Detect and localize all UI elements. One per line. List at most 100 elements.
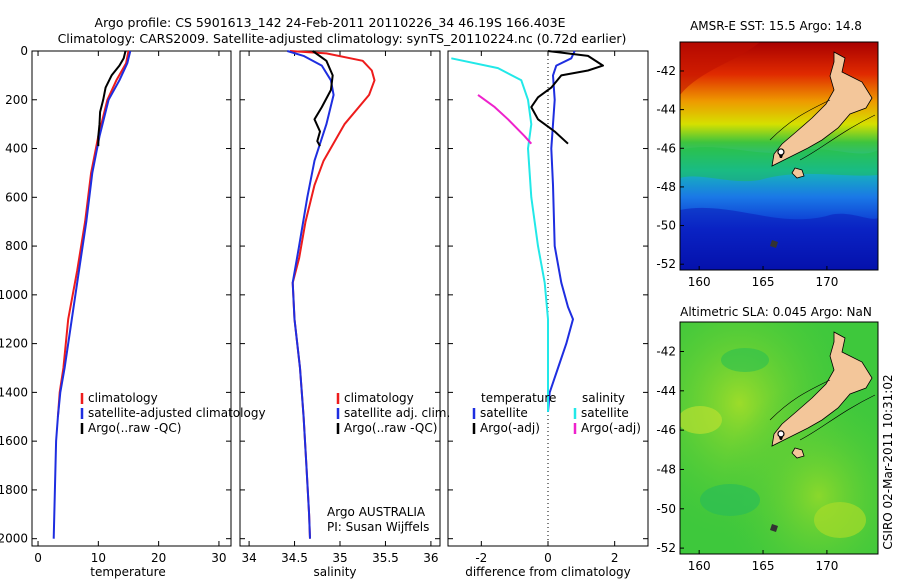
map-lat-label: -46 — [656, 141, 676, 155]
difference-series-argo-adj--salinity — [477, 94, 533, 145]
sla-map-title: Altimetric SLA: 0.045 Argo: NaN — [680, 305, 872, 319]
south-island-landmass-sla — [771, 331, 873, 447]
salinity-xtick-label: 35.5 — [372, 551, 399, 565]
salinity-xtick-label: 35 — [332, 551, 347, 565]
legend-label: climatology — [88, 391, 158, 405]
sla-anomaly-4 — [721, 348, 769, 372]
map-lon-label: 170 — [815, 275, 838, 289]
depth-tick-label: 1800 — [0, 483, 28, 497]
argo-pi-label: PI: Susan Wijffels — [327, 520, 429, 534]
map-lat-label: -52 — [656, 257, 676, 271]
temperature-xlabel: temperature — [90, 565, 165, 579]
stewart-island-sla — [791, 447, 805, 459]
temperature-series-climatology — [56, 50, 130, 417]
temperature-xtick-label: 30 — [211, 551, 226, 565]
temperature-xtick-label: 20 — [151, 551, 166, 565]
argo-position-marker — [777, 430, 785, 438]
auckland-islands — [770, 240, 778, 248]
legend-label: Argo(-adj) — [581, 421, 641, 435]
sla-map-frame — [679, 321, 879, 555]
argo-position-marker — [777, 148, 785, 156]
depth-tick-label: 800 — [5, 239, 28, 253]
sst-map-panel: AMSR-E SST: 15.5 Argo: 14.8 160 165 170 -42… — [656, 19, 879, 289]
map-lon-label: 165 — [752, 275, 775, 289]
difference-xtick-label: -2 — [475, 551, 487, 565]
map-lat-label: -50 — [656, 219, 676, 233]
salinity-panel: 34 34.5 35 35.5 36 salinity climatologysatel… — [239, 50, 450, 579]
figure-title-line2: Climatology: CARS2009. Satellite-adjuste… — [58, 31, 627, 46]
south-island-landmass — [771, 51, 873, 167]
credit-timestamp: CSIRO 02-Mar-2011 10:31:02 — [881, 374, 895, 549]
map-lat-label: -48 — [656, 180, 676, 194]
map-lat-label: -52 — [656, 541, 676, 555]
salinity-series-climatology — [289, 50, 376, 539]
map-lon-label: 170 — [815, 559, 838, 573]
argo-position-marker-tail — [778, 154, 783, 158]
map-lat-label: -48 — [656, 462, 676, 476]
difference-series-satellite-temperature — [547, 50, 576, 412]
sla-anomaly-2 — [700, 484, 760, 516]
legend-label: satellite adj. clim. — [344, 406, 450, 420]
temperature-xtick-label: 0 — [34, 551, 42, 565]
legend-label: climatology — [344, 391, 414, 405]
legend-label: satellite — [581, 406, 629, 420]
map-lon-label: 160 — [688, 275, 711, 289]
depth-tick-label: 600 — [5, 190, 28, 204]
depth-tick-label: 1200 — [0, 337, 28, 351]
difference-series-satellite-salinity — [451, 57, 549, 412]
temperature-panel: 0 10 20 30 0 200 400 600 800 1000 1200 1400 1600 1800… — [0, 44, 266, 579]
difference-xtick-label: 2 — [611, 551, 619, 565]
depth-tick-label: 1000 — [0, 288, 28, 302]
map-lon-label: 165 — [752, 559, 775, 573]
map-lat-label: -44 — [656, 103, 676, 117]
salinity-series-argo-raw-qc- — [312, 50, 334, 147]
sst-map-title: AMSR-E SST: 15.5 Argo: 14.8 — [690, 19, 862, 33]
temperature-xtick-label: 10 — [91, 551, 106, 565]
map-lat-label: -44 — [656, 384, 676, 398]
difference-panel: -2 0 2 difference from climatology tempera… — [447, 50, 649, 579]
depth-tick-label: 400 — [5, 142, 28, 156]
depth-tick-label: 0 — [20, 44, 28, 58]
sst-bathymetry-contour — [769, 99, 876, 161]
salinity-xtick-label: 36 — [423, 551, 438, 565]
difference-xlabel: difference from climatology — [465, 565, 631, 579]
legend-header-salinity: salinity — [582, 391, 625, 405]
sla-bathymetry-contour — [769, 379, 876, 441]
argo-program-label: Argo AUSTRALIA — [327, 505, 426, 519]
map-lon-label: 160 — [688, 559, 711, 573]
depth-tick-label: 1400 — [0, 385, 28, 399]
sst-map-frame — [679, 41, 879, 271]
sst-cold-patch — [680, 207, 878, 270]
salinity-xlabel: salinity — [313, 565, 356, 579]
map-lat-label: -42 — [656, 344, 676, 358]
sla-anomaly-3 — [814, 502, 866, 538]
depth-tick-label: 200 — [5, 93, 28, 107]
difference-legend: temperature salinitysatelliteArgo(-adj)sa… — [472, 391, 641, 435]
legend-header-temperature: temperature — [481, 391, 556, 405]
legend-label: satellite — [480, 406, 528, 420]
difference-series-argo-adj--temperature — [530, 50, 604, 145]
salinity-xtick-label: 34.5 — [281, 551, 308, 565]
map-lat-label: -50 — [656, 502, 676, 516]
map-lat-label: -46 — [656, 423, 676, 437]
legend-label: Argo(-adj) — [480, 421, 540, 435]
salinity-axes-box — [239, 50, 441, 547]
argo-position-marker-tail — [778, 436, 783, 440]
salinity-xtick-label: 34 — [241, 551, 256, 565]
sla-map-panel: Altimetric SLA: 0.045 Argo: NaN 160 165 17… — [656, 305, 879, 573]
difference-xtick-label: 0 — [544, 551, 552, 565]
auckland-islands-sla — [770, 524, 778, 532]
legend-label: Argo(..raw -QC) — [88, 421, 181, 435]
salinity-series-satellite-adj-clim- — [287, 50, 335, 539]
stewart-island — [791, 167, 805, 179]
depth-tick-label: 2000 — [0, 532, 28, 546]
figure-title-line1: Argo profile: CS 5901613_142 24-Feb-2011… — [95, 15, 566, 30]
sst-argo-marker — [777, 148, 785, 158]
temperature-axes-box — [31, 50, 232, 547]
temperature-series-satellite-adjusted-climatology — [52, 50, 132, 539]
sla-anomaly-1 — [680, 406, 722, 434]
sst-front-band — [680, 147, 878, 182]
